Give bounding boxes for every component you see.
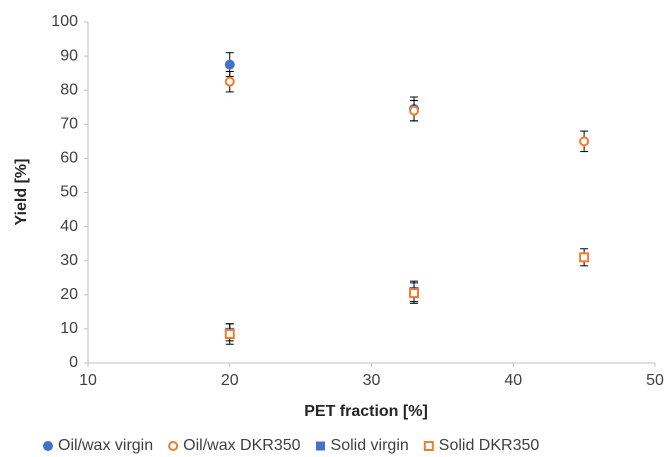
y-tick-label: 60: [60, 150, 78, 167]
y-tick-label: 0: [69, 354, 78, 371]
point: [579, 136, 590, 147]
legend-marker: [423, 441, 434, 451]
point: [579, 252, 590, 263]
x-tick-label: 50: [646, 372, 664, 389]
x-axis-title: PET fraction [%]: [304, 403, 428, 420]
legend-marker: [168, 441, 179, 451]
x-tick-label: 20: [221, 372, 239, 389]
point: [224, 76, 235, 87]
legend-label: Oil/wax DKR350: [183, 437, 300, 454]
y-tick-label: 50: [60, 184, 78, 201]
legend-label: Solid virgin: [331, 437, 409, 454]
x-tick-label: 10: [79, 372, 97, 389]
x-tick-label: 30: [363, 372, 381, 389]
legend-marker: [316, 441, 326, 451]
y-tick-label: 70: [60, 116, 78, 133]
y-tick-label: 20: [60, 286, 78, 303]
x-tick-label: 40: [504, 372, 522, 389]
point: [224, 329, 235, 340]
legend-marker: [43, 441, 53, 451]
point: [409, 288, 420, 299]
y-axis-title: Yield [%]: [13, 159, 30, 226]
y-tick-label: 100: [51, 13, 78, 30]
y-tick-label: 30: [60, 252, 78, 269]
legend-label: Solid DKR350: [439, 437, 540, 454]
y-tick-label: 80: [60, 81, 78, 98]
point: [224, 59, 235, 70]
y-tick-label: 10: [60, 320, 78, 337]
y-tick-label: 90: [60, 47, 78, 64]
point: [409, 105, 420, 116]
legend-label: Oil/wax virgin: [58, 437, 153, 454]
y-tick-label: 40: [60, 218, 78, 235]
